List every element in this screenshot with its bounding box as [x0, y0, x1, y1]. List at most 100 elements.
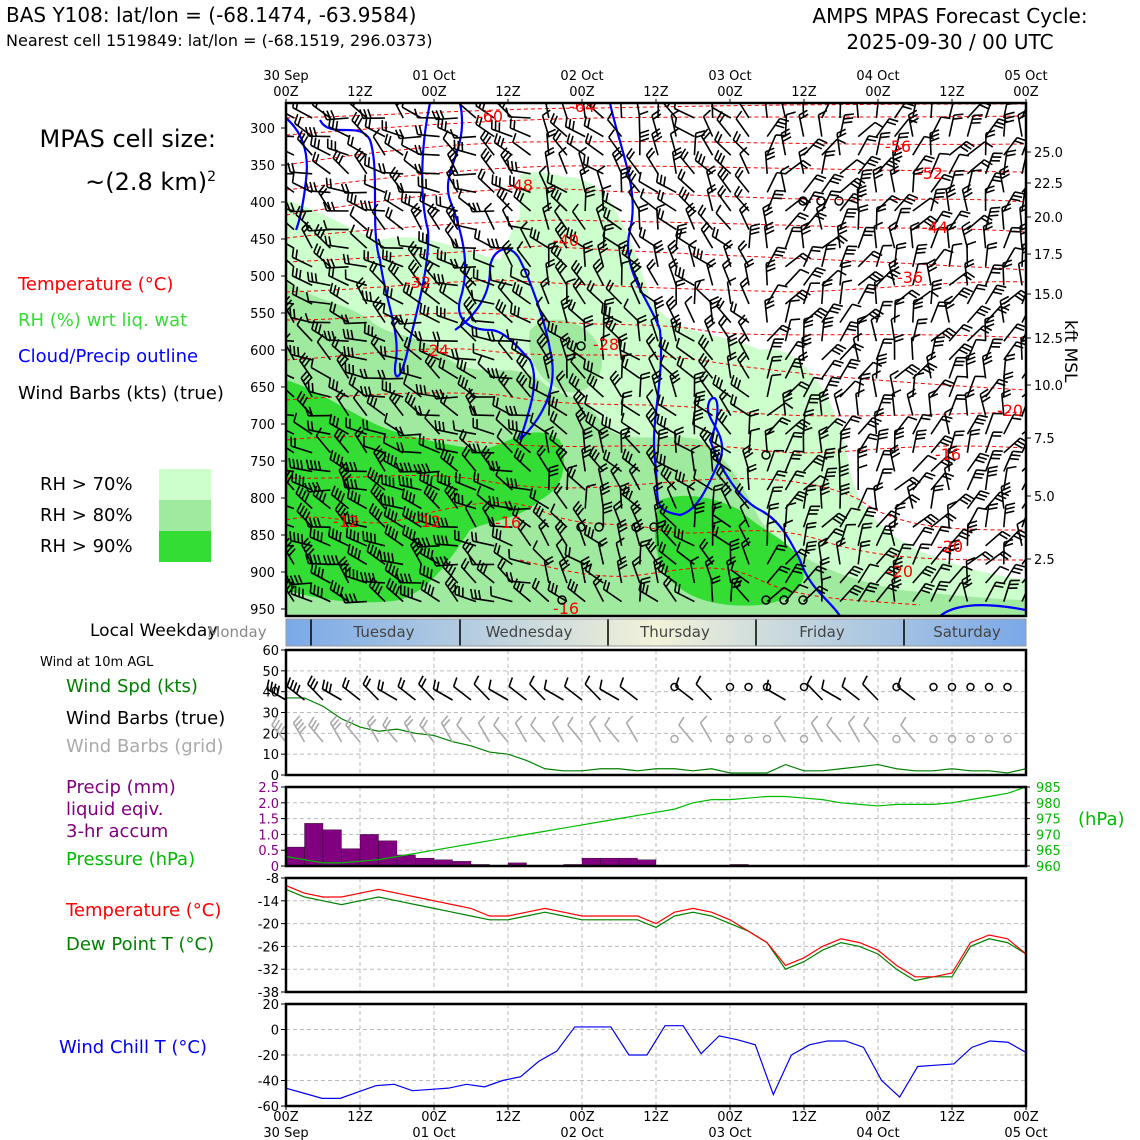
kft-axis: 25.0 22.5 20.0 17.5 15.0 12.5 10.0 7.5 5.0 2.5	[1026, 146, 1063, 568]
panel-tick: 1.0	[258, 828, 279, 843]
pressure-tick: 900	[250, 566, 275, 581]
bottom-hour-tick: 00Z	[273, 1110, 299, 1125]
legend-wind-chill: Wind Chill T (°C)	[59, 1037, 207, 1058]
top-hour-tick: 00Z	[865, 85, 891, 100]
panel-tick: 1.5	[258, 813, 279, 828]
temp-contour-label: -20	[887, 562, 913, 581]
cell-size-label: MPAS cell size: ~(2.8 km)2	[22, 120, 216, 201]
temp-contour-label: -12	[415, 512, 441, 531]
calm-circle	[761, 595, 771, 605]
weekday-label: Tuesday	[352, 623, 414, 641]
forecast-cycle: AMPS MPAS Forecast Cycle: 2025-09-30 / 0…	[760, 3, 1140, 55]
top-hour-tick: 00Z	[569, 85, 595, 100]
temp-contour-label: -64	[569, 97, 595, 116]
calm-circle-grid	[929, 734, 938, 744]
panel-tick: -14	[258, 895, 279, 910]
bottom-hour-tick: 12Z	[791, 1110, 817, 1125]
rh80-label: RH > 80%	[40, 505, 133, 526]
kft-tick: 10.0	[1034, 379, 1063, 394]
calm-circle-grid	[892, 734, 901, 744]
rh70-swatch	[159, 469, 211, 500]
panel-tick: -8	[266, 872, 279, 887]
pressure-tick: 850	[250, 529, 275, 544]
calm-circle-grid	[725, 734, 735, 744]
panel-tick: 0.5	[258, 844, 279, 859]
cell-size-sup: 2	[207, 169, 216, 185]
top-date-tick: 05 Oct	[1004, 69, 1047, 84]
top-date-tick: 30 Sep	[263, 69, 308, 84]
top-hour-tick: 12Z	[643, 85, 669, 100]
legend-pressure: Pressure (hPa)	[66, 849, 196, 870]
rh90-label: RH > 90%	[40, 536, 133, 557]
pressure-tick-right: 965	[1036, 844, 1061, 859]
pressure-axis: 300 350 400 450 500 550 600 650 700 750 800 850 900 9…	[250, 122, 286, 618]
top-hour-tick: 00Z	[273, 85, 299, 100]
bottom-hour-tick: 12Z	[347, 1110, 373, 1125]
top-hour-tick: 00Z	[1013, 85, 1039, 100]
local-weekday-label: Local Weekday	[90, 621, 218, 641]
panel-tick: 0	[271, 860, 279, 875]
top-hour-tick: 12Z	[791, 85, 817, 100]
temperature-contours	[286, 103, 1026, 606]
legend-wind-barbs: Wind Barbs (kts) (true)	[18, 383, 224, 404]
panel-tick: 60	[262, 644, 279, 659]
panel-tick: -38	[258, 986, 279, 1001]
calm-circle	[520, 268, 530, 278]
temp-contour-label: -16	[935, 445, 961, 464]
calm-circle-true	[947, 682, 957, 692]
calm-circle	[576, 341, 586, 351]
kft-tick: 7.5	[1034, 432, 1055, 447]
wind-chill-panel: 20 0 -20 -40 -60	[258, 998, 1028, 1115]
top-hour-tick: 00Z	[421, 85, 447, 100]
temp-contour-label: -36	[897, 268, 923, 287]
pressure-tick: 350	[250, 159, 275, 174]
weekday-label: Thursday	[639, 623, 710, 641]
pressure-tick: 500	[250, 270, 275, 285]
bottom-hour-tick: 12Z	[495, 1110, 521, 1125]
pressure-tick-right: 985	[1036, 781, 1061, 796]
panel-frame	[284, 785, 1028, 868]
temperature-line	[285, 885, 1027, 978]
bottom-hour-tick: 00Z	[1013, 1110, 1039, 1125]
legend-wind-barbs-true: Wind Barbs (true)	[66, 708, 226, 729]
panel-tick: 50	[262, 665, 279, 680]
calm-circle	[631, 522, 641, 532]
weekday-bar: Monday Tuesday Wednesday Thursday Friday Satu…	[207, 618, 1027, 647]
precip-bar	[322, 829, 342, 867]
bottom-hour-tick: 00Z	[569, 1110, 595, 1125]
legend-dewpoint: Dew Point T (°C)	[66, 934, 215, 955]
panel-tick: -60	[258, 1100, 279, 1115]
top-hour-tick: 12Z	[939, 85, 965, 100]
top-hour-tick: 12Z	[347, 85, 373, 100]
panel-tick: -20	[258, 918, 279, 933]
kft-tick: 22.5	[1034, 177, 1063, 192]
weekday-label: Saturday	[933, 623, 1001, 641]
temp-contour-label: -52	[917, 164, 943, 183]
pressure-tick: 700	[250, 418, 275, 433]
calm-circle-true	[799, 682, 809, 692]
kft-tick: 5.0	[1034, 490, 1055, 505]
cycle-line2: 2025-09-30 / 00 UTC	[846, 30, 1054, 54]
pressure-line	[285, 786, 1027, 864]
calm-circle-grid	[984, 734, 994, 744]
temperature-contour-labels: -64 -60 -56 -52 -48 -44 -40 -36 -32 -28 -24 -20 -16 -…	[333, 97, 1023, 616]
cell-size-line2: ~(2.8 km)2	[22, 158, 216, 201]
legend-temperature: Temperature (°C)	[18, 274, 174, 295]
calm-circle-grid	[762, 734, 772, 744]
top-date-tick: 03 Oct	[708, 69, 751, 84]
bottom-date-tick: 04 Oct	[856, 1126, 899, 1140]
calm-circle-grid	[1003, 734, 1012, 744]
calm-circle-true	[984, 682, 994, 692]
calm-circle	[798, 595, 808, 605]
bottom-hour-tick: 12Z	[643, 1110, 669, 1125]
cell-size-value: ~(2.8 km)	[85, 168, 208, 196]
legend-wind-barbs-grid: Wind Barbs (grid)	[66, 736, 224, 757]
calm-circle-true	[966, 682, 975, 692]
calm-circle-grid	[744, 734, 753, 744]
temp-contour-label: -48	[507, 176, 533, 195]
pressure-tick-right: 980	[1036, 797, 1061, 812]
pressure-tick: 600	[250, 344, 275, 359]
calm-wind-circles	[520, 196, 844, 605]
